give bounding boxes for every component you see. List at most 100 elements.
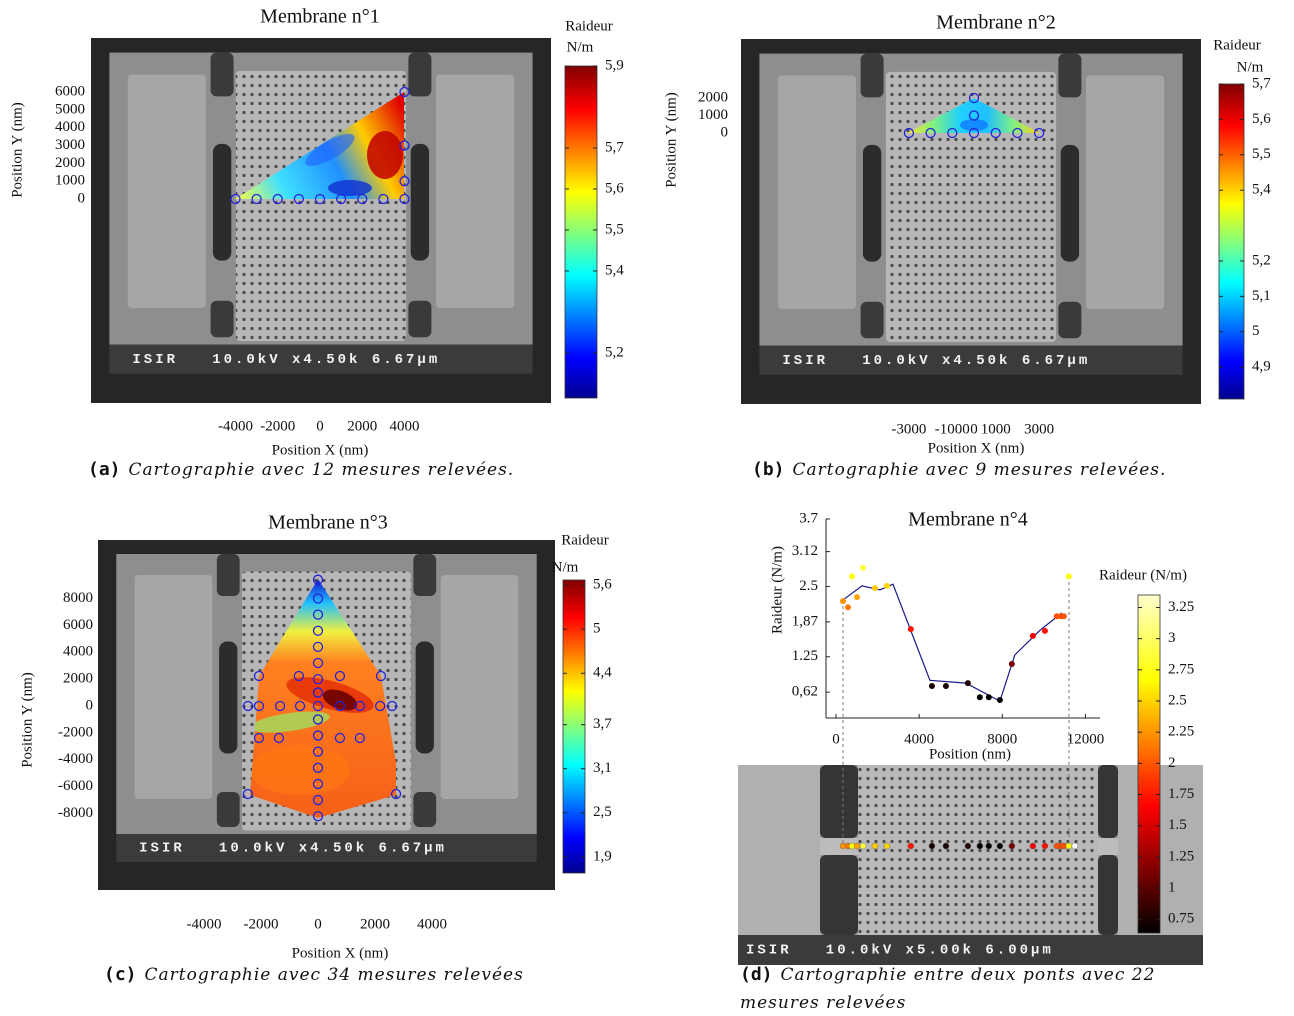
measure-point: [242, 700, 254, 712]
x-tick-label: 8000: [987, 731, 1017, 747]
y-tick-label: -4000: [58, 751, 93, 767]
colorbar-tick-label: 5,9: [605, 57, 624, 73]
colorbar-tick-label: 5,7: [605, 139, 624, 155]
y-axis-label: Raideur (N/m): [769, 546, 785, 634]
measure-point: [399, 86, 410, 98]
y-tick-label: 1,87: [792, 613, 819, 629]
measure-point: [968, 127, 980, 139]
image-point: [1071, 842, 1079, 850]
sem-region: [219, 641, 238, 754]
colorbar-tick-label: 5,6: [1252, 111, 1271, 127]
colorbar-unit: N/m: [567, 39, 594, 55]
measure-point: [1012, 127, 1023, 139]
colorbar-tick-label: 4,4: [593, 665, 612, 681]
measure-point: [312, 811, 324, 822]
measure-point: [1060, 613, 1067, 620]
measure-point: [399, 176, 410, 187]
x-tick-label: 0: [970, 421, 978, 437]
measure-point: [928, 682, 935, 689]
sem-region: [410, 143, 430, 261]
sem-region: [820, 855, 858, 935]
colorbar-tick-label: 2.75: [1168, 661, 1194, 677]
sem-region: [413, 792, 437, 827]
x-axis-label: Position (nm): [929, 746, 1011, 762]
measure-point: [883, 582, 890, 589]
measure-point: [399, 140, 410, 151]
measure-point: [312, 700, 324, 712]
sem-region: [858, 765, 1098, 935]
y-tick-label: 6000: [63, 617, 93, 633]
x-axis-label: Position X (nm): [272, 442, 369, 458]
image-point: [871, 842, 879, 850]
image-point: [907, 842, 915, 850]
measure-point: [273, 732, 285, 744]
colorbar-tick-label: 4,9: [1252, 359, 1271, 375]
colorbar-tick-label: 2.25: [1168, 724, 1194, 740]
measure-point: [335, 193, 347, 205]
y-tick-label: 0: [78, 190, 86, 206]
sem-region: [109, 344, 533, 374]
y-tick-label: 3.7: [799, 510, 818, 526]
sem-region: [413, 554, 437, 596]
x-tick-label: 2000: [360, 916, 390, 932]
caption-text: Cartographie entre deux ponts avec 22 me…: [740, 965, 1156, 1013]
measure-point: [354, 732, 366, 744]
measure-point: [312, 794, 324, 806]
y-tick-label: 0: [721, 124, 729, 140]
measure-point: [925, 127, 936, 139]
colorbar-tick-label: 5,5: [1252, 146, 1271, 162]
caption-text: Cartographie avec 12 mesures relevées.: [128, 460, 515, 480]
y-tick-label: 1000: [698, 107, 728, 123]
sem-region: [1098, 765, 1118, 838]
sem-region: [1058, 301, 1082, 339]
sem-region: [415, 641, 434, 754]
x-tick-label: 3000: [1024, 421, 1054, 437]
colorbar-unit: N/m: [1237, 59, 1264, 75]
chart-title: Membrane n°1: [260, 6, 380, 28]
image-point: [1008, 842, 1016, 850]
x-tick-label: 4000: [389, 418, 419, 434]
colorbar-tick-label: 5,4: [605, 262, 624, 278]
sem-region: [134, 575, 213, 799]
measure-point: [871, 585, 878, 592]
colorbar-tick-label: 3.25: [1168, 599, 1194, 615]
sem-region: [127, 74, 206, 309]
colorbar-tick-label: 0.75: [1168, 911, 1194, 927]
measure-point: [312, 657, 324, 669]
measure-point: [1008, 661, 1015, 668]
caption-label: (a): [88, 459, 121, 480]
colorbar-tick-label: 2: [1168, 755, 1176, 771]
colorbar-tick-label: 5,7: [1252, 75, 1271, 91]
measure-point: [334, 670, 346, 682]
colorbar-tick-label: 5,4: [1252, 182, 1271, 198]
sem-region: [212, 143, 232, 261]
colorbar-tick-label: 5,2: [1252, 252, 1271, 268]
y-tick-label: 6000: [55, 83, 85, 99]
measure-point: [274, 700, 286, 712]
sem-region: [1098, 855, 1118, 935]
measure-point: [976, 694, 983, 701]
image-point: [985, 842, 992, 850]
colorbar: [562, 579, 586, 874]
measure-point: [947, 127, 958, 139]
sem-region: [1060, 144, 1080, 262]
sem-info: ISIR 10.0kV x4.50k 6.67µm: [139, 841, 447, 857]
measure-point: [1053, 613, 1060, 620]
colorbar-title: Raideur: [1213, 37, 1260, 53]
caption: (a) Cartographie avec 12 mesures relevées…: [88, 456, 568, 484]
fit-line: [842, 583, 1063, 703]
measure-point: [964, 680, 971, 687]
sem-region: [116, 834, 537, 862]
colorbar-title: Raideur: [561, 532, 608, 548]
x-axis-label: Position X (nm): [928, 440, 1025, 456]
sem-region: [738, 935, 1203, 965]
caption: (b) Cartographie avec 9 mesures relevées.: [752, 456, 1232, 484]
measure-point: [253, 670, 265, 682]
sem-region: [408, 52, 432, 97]
measure-point: [990, 127, 1001, 139]
measure-point: [312, 762, 324, 773]
sem-region: [1058, 53, 1082, 98]
x-tick-label: -2000: [260, 418, 295, 434]
heatmaps: [235, 92, 1070, 846]
